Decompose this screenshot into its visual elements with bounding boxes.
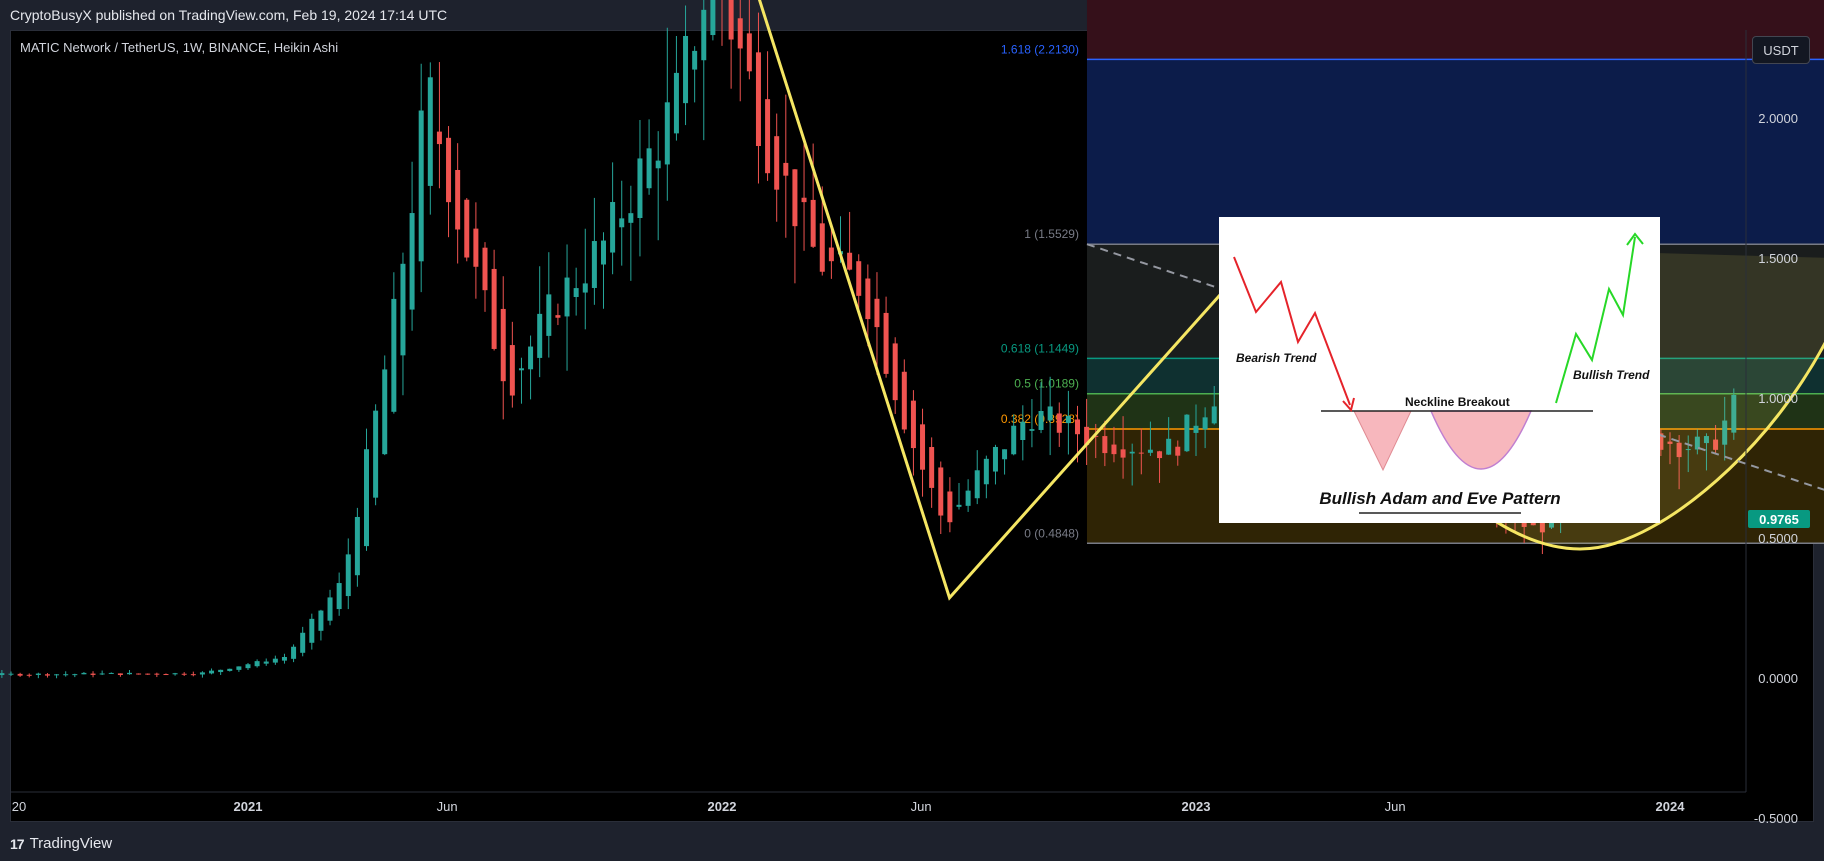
tradingview-logo-icon[interactable]: 17 [10, 835, 25, 852]
footer-logo-text[interactable]: TradingView [29, 835, 113, 852]
candle-body [0, 673, 5, 676]
last-price-badge: 0.9765 [1748, 510, 1810, 528]
chart-area[interactable] [10, 30, 1814, 822]
symbol-title[interactable]: MATIC Network / TetherUS, 1W, BINANCE, H… [20, 40, 339, 55]
footer-bar: 17 TradingView [0, 826, 1824, 861]
currency-selector-button[interactable]: USDT [1752, 36, 1810, 64]
publisher-text: CryptoBusyX published on TradingView.com… [10, 7, 448, 23]
publisher-bar: CryptoBusyX published on TradingView.com… [0, 0, 1824, 30]
